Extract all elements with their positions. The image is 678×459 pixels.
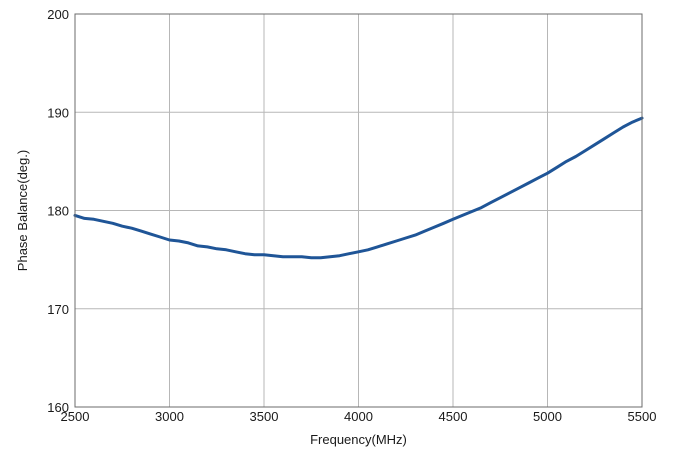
- y-tick-label: 190: [47, 105, 69, 120]
- plot-frame: [74, 13, 643, 408]
- x-tick-label: 5500: [628, 409, 657, 424]
- x-axis-title: Frequency(MHz): [310, 432, 407, 447]
- x-tick-label: 3000: [155, 409, 184, 424]
- y-tick-label: 160: [47, 400, 69, 415]
- x-tick-label: 4500: [439, 409, 468, 424]
- x-tick-label: 3500: [250, 409, 279, 424]
- series-line: [73, 116, 644, 260]
- y-tick-label: 180: [47, 204, 69, 219]
- grid: [75, 14, 642, 407]
- series-layer: [73, 116, 644, 260]
- tick-labels: 2500 3000 3500 4000 4500 5000 5500 160 170 180 190…: [47, 7, 656, 424]
- y-axis-title: Phase Balance(deg.): [15, 150, 30, 271]
- x-tick-label: 5000: [533, 409, 562, 424]
- x-tick-label: 4000: [344, 409, 373, 424]
- y-tick-label: 170: [47, 302, 69, 317]
- x-tick-label: 2500: [61, 409, 90, 424]
- y-tick-label: 200: [47, 7, 69, 22]
